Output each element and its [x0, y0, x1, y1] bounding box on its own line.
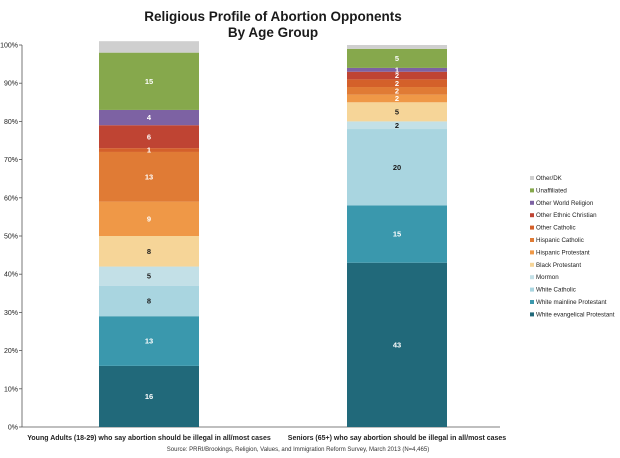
data-label: 13: [145, 172, 153, 181]
category-label: Seniors (65+) who say abortion should be…: [288, 435, 507, 442]
data-label: 16: [145, 392, 153, 401]
data-label: 5: [147, 272, 151, 281]
legend-label: Unaffiliated: [536, 187, 567, 194]
data-label: 15: [393, 230, 401, 239]
y-tick-label: 100%: [0, 43, 18, 50]
legend-label: Other World Religion: [536, 200, 594, 207]
legend-swatch: [530, 262, 534, 267]
y-tick-label: 90%: [4, 81, 18, 88]
data-label: 6: [147, 132, 151, 141]
bar-segment: [347, 67, 447, 72]
legend-swatch: [530, 200, 534, 205]
chart-subtitle: By Age Group: [228, 25, 318, 40]
bar-segment: [99, 109, 199, 126]
y-tick-label: 40%: [4, 272, 18, 279]
y-tick-label: 80%: [4, 119, 18, 126]
legend-label: White Catholic: [536, 287, 576, 294]
legend-swatch: [530, 250, 534, 255]
bar-segment: [347, 262, 447, 427]
data-label: 4: [147, 113, 152, 122]
data-label: 15: [145, 77, 153, 86]
bar-segment: [99, 151, 199, 202]
bar-segment: [99, 201, 199, 236]
data-label: 43: [393, 340, 401, 349]
bar-segment: [99, 41, 199, 53]
bars: [99, 41, 447, 427]
y-tick-label: 20%: [4, 348, 18, 355]
data-label: 5: [395, 54, 399, 63]
data-label: 8: [147, 297, 151, 306]
bar-segment: [347, 79, 447, 88]
legend-swatch: [530, 225, 534, 230]
legend-label: Hispanic Catholic: [536, 237, 584, 244]
legend-label: Hispanic Protestant: [536, 249, 590, 256]
bar-segment: [99, 236, 199, 267]
y-tick-label: 30%: [4, 310, 18, 317]
category-label: Young Adults (18-29) who say abortion sh…: [27, 435, 271, 442]
legend-swatch: [530, 275, 534, 280]
legend-swatch: [530, 213, 534, 218]
legend-label: Mormon: [536, 274, 559, 281]
y-tick-label: 10%: [4, 386, 18, 393]
data-label: 2: [395, 79, 399, 88]
bar-segment: [347, 45, 447, 49]
legend-swatch: [530, 238, 534, 242]
y-tick-label: 0%: [8, 425, 18, 432]
legend-swatch: [530, 300, 534, 304]
legend-label: White mainline Protestant: [536, 299, 607, 306]
data-label: 8: [147, 247, 151, 256]
bar-segment: [347, 102, 447, 122]
chart-title: Religious Profile of Abortion Opponents: [144, 9, 402, 24]
data-label: 2: [395, 86, 399, 95]
source-note: Source: PRRI/Brookings, Religion, Values…: [167, 447, 429, 453]
data-label: 1: [395, 65, 399, 74]
bar-segment: [99, 266, 199, 286]
data-label: 2: [395, 71, 399, 80]
bar-segment: [347, 71, 447, 80]
y-tick-label: 60%: [4, 195, 18, 202]
data-label: 2: [395, 121, 399, 130]
legend-label: Other/DK: [536, 175, 563, 182]
legend-label: White evangelical Protestant: [536, 311, 615, 318]
category-labels: Young Adults (18-29) who say abortion sh…: [27, 435, 506, 442]
bar-segment: [347, 205, 447, 263]
bar-segment: [99, 365, 199, 427]
bar-segment: [347, 94, 447, 103]
legend-swatch: [530, 176, 534, 180]
legend-label: Other Ethnic Christian: [536, 212, 597, 219]
y-tick-label: 70%: [4, 157, 18, 164]
bar-segment: [347, 129, 447, 206]
legend-label: Other Catholic: [536, 225, 576, 232]
bar-segment: [347, 48, 447, 68]
legend-label: Black Protestant: [536, 262, 581, 269]
bar-segment: [99, 285, 199, 317]
data-label: 9: [147, 214, 151, 223]
bar-segment: [347, 121, 447, 130]
legend-swatch: [530, 287, 534, 292]
data-label: 20: [393, 163, 401, 172]
legend: Other/DK Unaffiliated Other World Religion…: [530, 175, 615, 318]
data-label: 13: [145, 337, 153, 346]
bar-segment: [99, 125, 199, 149]
y-tick-label: 50%: [4, 234, 18, 241]
legend-swatch: [530, 312, 534, 317]
bar-segment: [99, 52, 199, 110]
data-label: 2: [395, 94, 399, 103]
bar-segment: [99, 316, 199, 366]
data-label: 5: [395, 107, 399, 116]
legend-swatch: [530, 188, 534, 193]
bar-segment: [347, 87, 447, 95]
data-label: 1: [147, 146, 151, 155]
bar-segment: [99, 148, 199, 152]
